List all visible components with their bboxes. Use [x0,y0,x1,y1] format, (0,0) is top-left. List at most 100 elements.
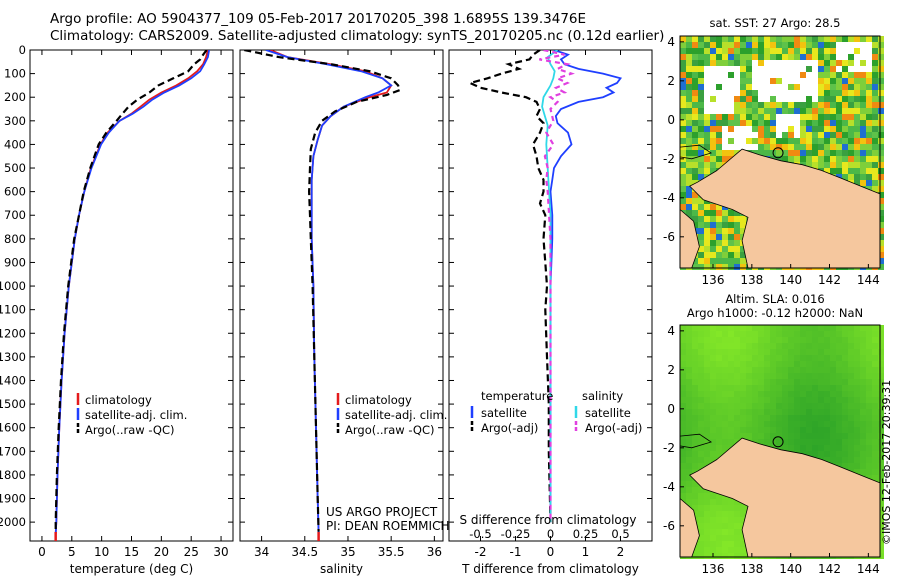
sla_map-cell [818,349,824,355]
sla_map-cell [698,337,704,343]
sla_map-cell [698,439,704,445]
sst_map-cell [716,132,722,138]
sst_map-ytick-label: 2 [667,74,675,88]
sst_map-cell [812,126,818,132]
sst_map-cell [830,144,836,150]
sla_map-cell [878,409,884,415]
sla_map-cell [776,361,782,367]
sla_map-cell [878,355,884,361]
sst_map-cell [752,114,758,120]
sst_map-cell [836,150,842,156]
sst_map-cell [836,36,842,42]
sst_map-cell [758,66,764,72]
sla_map-cell [770,397,776,403]
sla_map-cell [710,367,716,373]
sla_map-cell [680,487,686,493]
sst_map-cell [698,228,704,234]
salinity-xtick-label: 34.5 [291,545,318,559]
sst_map-cell [716,144,722,150]
sst_map-cell [704,240,710,246]
sla_map-cell [842,445,848,451]
sla_map-cell [830,391,836,397]
sla_map-cell [758,433,764,439]
sst_map-cell [680,84,686,90]
sla_map-cell [728,505,734,511]
sst_map-cell [878,48,884,54]
difference-s-tick-label: 0.5 [611,527,629,541]
sla_map-cell [704,367,710,373]
sla_map-cell [698,421,704,427]
sla_map-cell [812,391,818,397]
sla_map-cell [794,403,800,409]
sla_map-cell [866,367,872,373]
sst_map-cell [812,48,818,54]
sst_map-cell [734,228,740,234]
sla_map-cell [818,331,824,337]
sla_map-cell [764,349,770,355]
sst_map-cell [680,108,686,114]
sst_map-cell [680,66,686,72]
sla_map-cell [710,403,716,409]
sst_map-cell [788,48,794,54]
sla_map-cell [698,409,704,415]
sst_map-cell [806,96,812,102]
sla_map-cell [770,367,776,373]
sla_map-cell [878,379,884,385]
sla_map-cell [878,391,884,397]
sla_map-cell [716,331,722,337]
sst_map-cell [818,162,824,168]
sla_map-cell [710,493,716,499]
sla_map-cell [728,529,734,535]
sla_map-cell [698,547,704,553]
sla_map-cell [848,373,854,379]
sla_map-cell [716,337,722,343]
sst_map-cell [776,126,782,132]
sst_map-cell [698,54,704,60]
sst_map-cell [698,150,704,156]
sst_map-cell [686,132,692,138]
sla_map-cell [794,379,800,385]
sla_map-cell [686,409,692,415]
sst_map-cell [866,180,872,186]
sst_map-cell [878,264,884,270]
sst_map-cell [854,126,860,132]
sla_map-cell [800,403,806,409]
sla_map-cell [728,415,734,421]
sla_map-cell [686,469,692,475]
sla_map-cell [710,331,716,337]
sst_map-cell [776,102,782,108]
sst_map-cell [758,78,764,84]
salinity-legend-label: Argo(..raw -QC) [345,423,435,437]
salinity-frame [239,49,444,542]
title-line-2: Climatology: CARS2009. Satellite-adjuste… [50,28,665,44]
sst_map-cell [782,96,788,102]
sla_map-cell [722,337,728,343]
sla_map-cell [836,433,842,439]
sla_map-cell [800,349,806,355]
sst_map-cell [848,36,854,42]
sla_map-cell [812,451,818,457]
sla_map-cell [722,415,728,421]
sla_map-cell [728,523,734,529]
sla_map-cell [854,373,860,379]
sst_map-cell [854,168,860,174]
sst_map-cell [698,36,704,42]
temperature-series-argo [54,50,208,532]
sst_map-cell [710,114,716,120]
sst_map-cell [680,204,686,210]
sst_map-cell [692,180,698,186]
sla_map-cell [824,397,830,403]
sla_map-cell [698,457,704,463]
sla_map-cell [776,439,782,445]
sla_map-cell [680,463,686,469]
sst_map-cell [746,60,752,66]
sst_map-cell [872,132,878,138]
sla_map-cell [734,331,740,337]
sst_map-cell [812,54,818,60]
sst_map-cell [686,54,692,60]
sst_map-cell [680,186,686,192]
sst_map-cell [734,108,740,114]
sla_map-cell [854,403,860,409]
sst_map-cell [734,246,740,252]
sla_map-cell [704,547,710,553]
